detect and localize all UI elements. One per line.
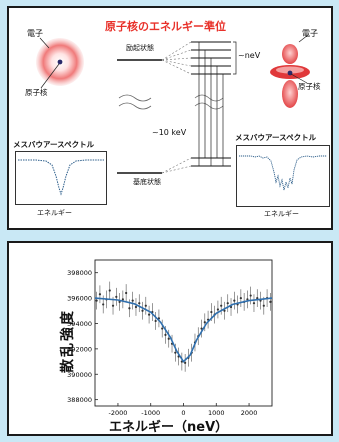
data-point (138, 302, 141, 305)
left-nucleus-pointer (40, 63, 60, 89)
left-spectrum-data (18, 159, 104, 196)
right-electron-pointer (298, 34, 309, 43)
transition-lines (198, 42, 224, 166)
data-point (115, 295, 118, 298)
left-electron-pointer (39, 37, 50, 49)
data-point (210, 310, 213, 314)
right-orbital-ring-hi (276, 66, 304, 74)
data-point (167, 337, 170, 340)
x-tick-label: -1000 (141, 409, 160, 417)
chart-plot-area (94, 259, 273, 407)
data-point (203, 321, 206, 324)
data-point (184, 361, 187, 364)
fit-line (94, 297, 273, 363)
data-point (121, 298, 124, 301)
data-point (249, 294, 252, 297)
data-point (220, 304, 223, 307)
data-point (154, 319, 157, 323)
x-tick-label: -2000 (108, 409, 127, 417)
y-tick-label: 390000 (67, 371, 92, 379)
data-point (131, 299, 134, 302)
right-spectrum-xlabel: エネルギー (264, 210, 299, 218)
left-nucleus-dot (57, 59, 63, 65)
kev-gap-label: ~10 keV (152, 128, 187, 137)
data-point (95, 299, 98, 302)
data-point (128, 307, 131, 310)
right-electron-label: 電子 (302, 29, 318, 38)
data-point (144, 304, 147, 307)
data-point (111, 304, 115, 307)
y-tick-label: 396000 (67, 295, 92, 303)
data-point (246, 298, 249, 301)
left-spectrum-title: メスバウアースペクトル (13, 140, 95, 149)
data-point (164, 333, 167, 337)
x-tick-label: 2000 (241, 409, 258, 417)
data-point (174, 351, 177, 354)
right-orbital-lobe-bottom (282, 80, 298, 108)
y-tick-label: 398000 (67, 269, 92, 277)
y-tick-label: 394000 (67, 320, 92, 328)
nev-gap-label: ~neV (238, 51, 261, 60)
x-tick-label: 0 (181, 409, 185, 417)
y-tick-label: 392000 (67, 345, 92, 353)
data-point (262, 304, 265, 307)
axis-break-left (118, 94, 152, 110)
excited-state-label: 励起状態 (126, 44, 154, 52)
left-electron-label: 電子 (27, 29, 43, 38)
data-point (141, 309, 144, 312)
data-point (216, 308, 220, 311)
chart-x-axis-label: エネルギー（neV） (109, 420, 229, 435)
right-spectrum-data (239, 155, 327, 191)
left-spectrum-xlabel: エネルギー (37, 209, 72, 217)
diagram-title: 原子核のエネルギー準位 (105, 20, 226, 33)
scattering-chart: 398000 396000 394000 392000 390000 388000 -20… (67, 259, 273, 417)
left-atom-illustration (36, 34, 310, 174)
data-point (108, 289, 111, 292)
right-nucleus-pointer (290, 73, 308, 84)
data-point (102, 303, 105, 306)
data-point (233, 299, 236, 302)
nev-gap-bracket (233, 41, 237, 75)
data-point (239, 296, 242, 300)
data-point (147, 313, 151, 316)
data-point (269, 300, 272, 303)
left-nucleus-label: 原子核 (25, 88, 48, 97)
right-spectrum-plot (236, 145, 330, 207)
chart-y-axis-label: 散乱強度 (60, 309, 76, 373)
data-point (252, 302, 256, 305)
data-point (223, 309, 226, 312)
data-point (256, 296, 259, 300)
data-point (125, 291, 128, 295)
y-tick-label: 388000 (67, 396, 92, 404)
ground-state-label: 基底状態 (133, 178, 161, 186)
left-spectrum-plot (15, 151, 107, 205)
data-point (200, 327, 203, 330)
right-spectrum-title: メスバウアースペクトル (235, 133, 317, 142)
data-point (118, 300, 121, 303)
data-point (161, 327, 164, 330)
right-nucleus-label: 原子核 (298, 82, 321, 91)
scattering-chart-panel: 398000 396000 394000 392000 390000 388000 -20… (7, 241, 333, 436)
energy-level-diagram-panel: 原子核のエネルギー準位 電子 (7, 6, 333, 230)
data-point (226, 302, 229, 305)
x-tick-label: 1000 (208, 409, 225, 417)
data-point (98, 293, 102, 296)
level-connectors (161, 41, 192, 174)
right-orbital-lobe-top (282, 44, 298, 64)
data-point (134, 305, 138, 309)
